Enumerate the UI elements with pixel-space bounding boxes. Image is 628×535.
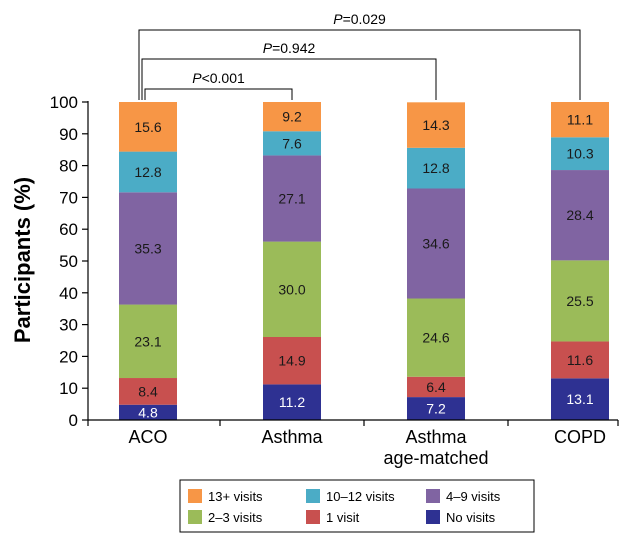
bar-value-label: 35.3: [134, 240, 161, 256]
bar-value-label: 28.4: [566, 207, 593, 223]
legend-swatch: [306, 489, 320, 503]
x-tick-label: age-matched: [383, 448, 488, 468]
bar-segment-13-visits-3: [551, 102, 609, 138]
x-tick-label: Asthma: [261, 427, 323, 447]
bar-segment-13-visits-0: [119, 102, 177, 152]
p-value-brackets: P<0.001 P=0.942 P=0.029: [138, 11, 581, 100]
legend-swatch: [188, 489, 202, 503]
bar-segment-no-visits-0: [119, 404, 177, 420]
y-tick-label: 0: [69, 411, 78, 430]
legend-swatch: [188, 510, 202, 524]
bar-segment-4-9-visits-3: [551, 170, 609, 261]
bar-segment-13-visits-2: [407, 102, 465, 148]
bar-value-label: 6.4: [426, 379, 446, 395]
p-value-bracket: [138, 29, 581, 100]
x-tick-label: COPD: [554, 427, 606, 447]
p-value-label: P<0.001: [192, 70, 245, 86]
bar-value-label: 23.1: [134, 333, 161, 349]
bar-value-label: 4.8: [138, 404, 158, 420]
y-tick-label: 60: [59, 220, 78, 239]
bar-segment-no-visits-2: [407, 397, 465, 420]
bar-value-label: 11.2: [279, 394, 305, 410]
legend-label: 13+ visits: [208, 489, 263, 504]
legend-label: 2–3 visits: [208, 510, 263, 525]
bar-value-label: 14.3: [422, 117, 449, 133]
bar-segment-10-12-visits-1: [263, 131, 321, 156]
bar-value-label: 25.5: [566, 293, 593, 309]
y-tick-label: 80: [59, 157, 78, 176]
bar-value-label: 15.6: [134, 119, 161, 135]
bar-segment-4-9-visits-1: [263, 155, 321, 242]
bar-segment-10-12-visits-0: [119, 151, 177, 193]
bar-segment-1-visit-3: [551, 341, 609, 379]
y-tick-label: 70: [59, 188, 78, 207]
x-tick-label: ACO: [128, 427, 167, 447]
bar-value-label: 27.1: [278, 191, 305, 207]
bar-segment-1-visit-2: [407, 376, 465, 398]
bar-value-label: 10.3: [566, 146, 593, 162]
bar-segment-10-12-visits-3: [551, 137, 609, 171]
legend-swatch: [426, 510, 440, 524]
bar-value-label: 9.2: [282, 109, 302, 125]
bar-segment-1-visit-1: [263, 337, 321, 385]
x-tick-label: Asthma: [405, 427, 467, 447]
legend-label: 4–9 visits: [446, 489, 501, 504]
p-value-bracket: [144, 88, 293, 100]
y-tick-label: 50: [59, 252, 78, 271]
y-axis-title: Participants (%): [10, 177, 35, 343]
p-value-label: P=0.942: [263, 40, 316, 56]
bar-value-label: 11.1: [567, 112, 593, 128]
bar-segment-2-3-visits-3: [551, 260, 609, 342]
y-tick-label: 30: [59, 316, 78, 335]
y-tick-label: 90: [59, 125, 78, 144]
bars-layer: 4.8 8.4 23.1 35.3 12.8 15.6 11.2 14.9 30.0 27.1 7.…: [119, 102, 609, 420]
bar-value-label: 24.6: [422, 330, 449, 346]
legend: 13+ visits 10–12 visits 4–9 visits 2–3 visi…: [179, 479, 535, 533]
bar-segment-no-visits-3: [551, 378, 609, 420]
bar-value-label: 12.8: [134, 164, 161, 180]
bar-value-label: 7.2: [426, 401, 446, 417]
bar-value-label: 8.4: [138, 383, 158, 399]
legend-label: 10–12 visits: [326, 489, 395, 504]
y-tick-label: 20: [59, 347, 78, 366]
bar-value-label: 14.9: [278, 353, 305, 369]
bar-value-label: 30.0: [278, 281, 305, 297]
bar-segment-1-visit-0: [119, 378, 177, 405]
legend-box: [179, 479, 535, 533]
bar-segment-4-9-visits-2: [407, 188, 465, 299]
bar-segment-4-9-visits-0: [119, 192, 177, 305]
bar-value-label: 13.1: [566, 391, 593, 407]
bar-segment-2-3-visits-1: [263, 241, 321, 338]
bar-segment-2-3-visits-2: [407, 298, 465, 377]
legend-label: 1 visit: [326, 510, 360, 525]
p-value-label: P=0.029: [333, 11, 386, 27]
bar-segment-2-3-visits-0: [119, 304, 177, 379]
p-value-bracket: [141, 58, 437, 100]
legend-swatch: [426, 489, 440, 503]
y-tick-label: 10: [59, 379, 78, 398]
bar-value-label: 7.6: [282, 135, 302, 151]
bar-segment-no-visits-1: [263, 384, 321, 420]
bar-value-label: 11.6: [567, 352, 593, 368]
bar-value-label: 12.8: [422, 160, 449, 176]
bar-segment-13-visits-1: [263, 102, 321, 132]
legend-swatch: [306, 510, 320, 524]
legend-label: No visits: [446, 510, 496, 525]
bar-value-label: 34.6: [422, 236, 449, 252]
y-tick-label: 100: [50, 93, 78, 112]
bar-segment-10-12-visits-2: [407, 147, 465, 189]
y-tick-label: 40: [59, 284, 78, 303]
